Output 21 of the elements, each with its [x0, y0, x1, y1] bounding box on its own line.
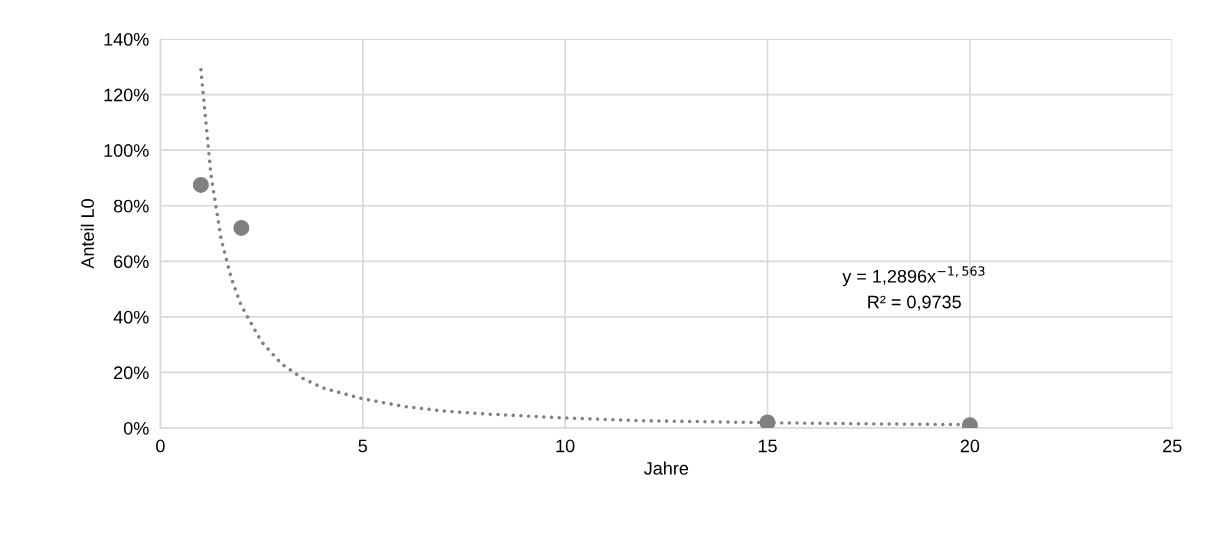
y-tick-label: 0% — [123, 421, 149, 435]
x-tick-label: 25 — [1163, 439, 1182, 453]
point — [759, 414, 776, 428]
point — [233, 219, 250, 236]
y-tick-label: 20% — [114, 366, 149, 380]
x-tick-label: 10 — [556, 439, 575, 453]
x-axis-title: Jahre — [644, 461, 689, 475]
y-tick-label: 100% — [104, 144, 149, 157]
annotation: R² = 0,9735 — [868, 295, 961, 311]
y-axis-title: Anteil L0 — [80, 199, 94, 269]
y-tick-label: 60% — [114, 255, 149, 269]
x-tick-label: 15 — [758, 439, 777, 453]
x-tick-label: 5 — [358, 439, 368, 453]
y-tick-label: 40% — [113, 310, 149, 324]
y-tick-label: 80% — [113, 199, 149, 213]
y-tick-label: 120% — [104, 88, 149, 102]
x-tick-label: 0 — [156, 439, 165, 453]
y-tick-label: 140% — [104, 32, 149, 46]
x-tick-label: 20 — [960, 439, 980, 453]
point — [192, 176, 209, 193]
annotation: y = 1,2896x$^{−1,563}$ — [842, 266, 985, 287]
